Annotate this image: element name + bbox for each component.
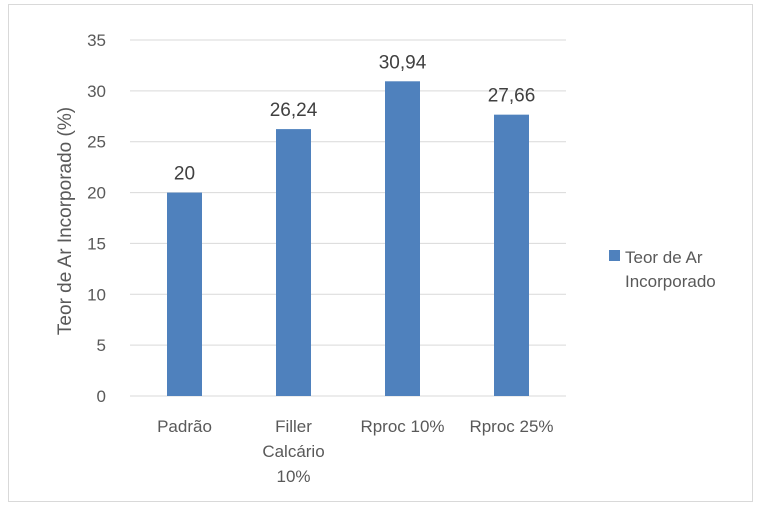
y-tick-label: 10 [87,285,106,304]
x-tick-label: Rproc 25% [469,417,553,436]
data-label: 30,94 [379,52,427,73]
x-tick-label: Rproc 10% [360,417,444,436]
data-label: 26,24 [270,100,318,121]
y-tick-label: 0 [97,387,106,406]
y-tick-label: 5 [97,336,106,355]
bars [167,81,529,397]
x-tick-labels: Padrão Filler Calcário 10% Rproc 10% Rproc 25… [157,417,553,486]
data-label: 27,66 [488,86,536,107]
y-tick-label: 35 [87,31,106,50]
legend-label: Teor de Ar Incorporado [625,248,716,291]
x-tick-label: Padrão [157,417,212,436]
bar [385,81,420,397]
y-axis-title: Teor de Ar Incorporado (%) [55,107,76,335]
bar [167,192,202,396]
x-tick-label: Filler Calcário 10% [262,417,324,486]
y-tick-label: 15 [87,234,106,253]
y-tick-label: 20 [87,184,106,203]
bar [494,114,529,396]
legend-swatch [609,250,620,261]
legend[interactable]: Teor de Ar Incorporado [609,248,716,291]
chart-frame [8,4,753,502]
bar [276,129,311,396]
y-tick-labels: 0 5 10 15 20 25 30 35 [87,31,106,406]
data-labels: 20 26,24 30,94 27,66 [174,52,535,184]
y-tick-label: 25 [87,133,106,152]
gridlines [130,39,566,397]
data-label: 20 [174,164,195,185]
y-tick-label: 30 [87,82,106,101]
